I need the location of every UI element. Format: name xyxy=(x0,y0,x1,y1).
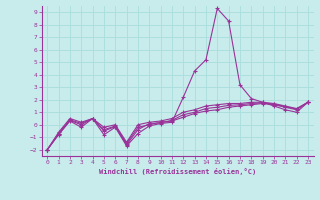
X-axis label: Windchill (Refroidissement éolien,°C): Windchill (Refroidissement éolien,°C) xyxy=(99,168,256,175)
